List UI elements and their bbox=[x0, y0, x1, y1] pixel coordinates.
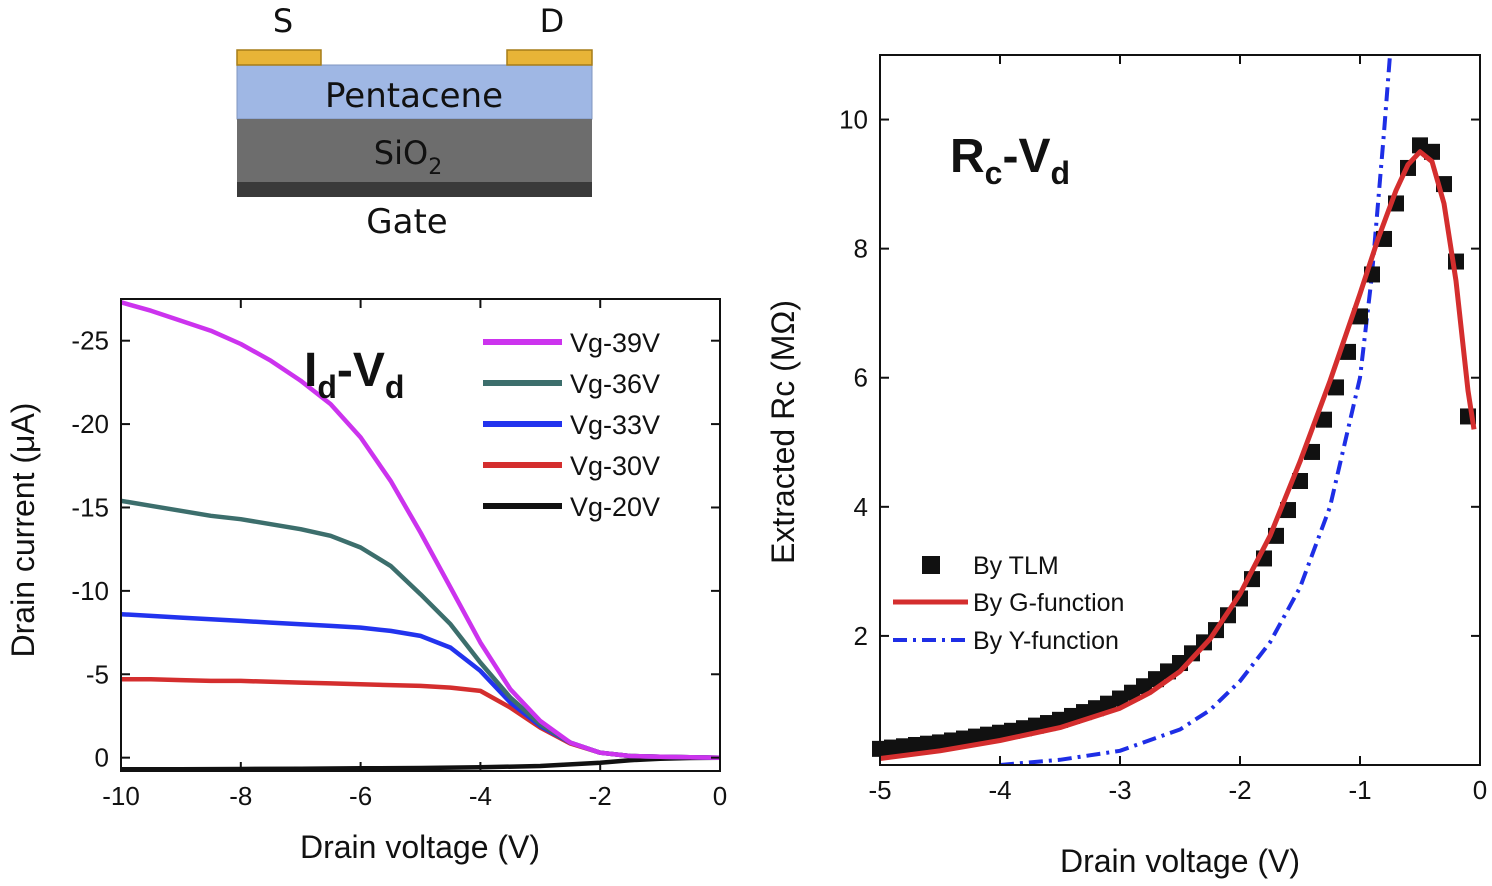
rc-vd-x-tick-label: -4 bbox=[988, 775, 1011, 805]
id-vd-legend-label: Vg-36V bbox=[570, 369, 660, 399]
rc-vd-legend-swatch bbox=[922, 556, 940, 574]
source-label: S bbox=[273, 2, 293, 40]
rc-vd-legend: By TLM By G-function By Y-function bbox=[893, 552, 1124, 655]
id-vd-line-vg-30v bbox=[121, 677, 720, 760]
id-vd-y-axis-label: Drain current (μA) bbox=[5, 403, 41, 658]
id-vd-legend-label: Vg-39V bbox=[570, 328, 660, 358]
rc-vd-legend-label: By TLM bbox=[973, 552, 1059, 580]
pentacene-layer bbox=[236, 64, 593, 120]
id-vd-x-tick-label: -6 bbox=[349, 781, 372, 811]
drain-label: D bbox=[540, 2, 565, 40]
rc-vd-x-tick-label: 0 bbox=[1473, 775, 1487, 805]
id-vd-line-vg-20v bbox=[121, 755, 720, 771]
rc-vd-tlm-marker bbox=[1328, 379, 1344, 396]
id-vd-line-vg-36v bbox=[121, 498, 720, 760]
id-vd-legend: Vg-39V Vg-36V Vg-33V Vg-30V Vg-20V bbox=[483, 328, 660, 522]
rc-vd-chart-title: Rc-Vd bbox=[950, 130, 1070, 191]
rc-vd-y-axis-label: Extracted Rc (MΩ) bbox=[765, 300, 801, 564]
id-vd-y-tick-label: -10 bbox=[71, 576, 109, 606]
rc-vd-axes: -5 -4 -3 -2 -1 0 2 4 6 8 10 bbox=[839, 54, 1487, 805]
gate-layer bbox=[237, 182, 592, 197]
source-contact bbox=[236, 49, 322, 66]
gate-label: Gate bbox=[366, 202, 447, 242]
rc-vd-x-tick-label: -3 bbox=[1108, 775, 1131, 805]
rc-vd-x-tick-label: -2 bbox=[1228, 775, 1251, 805]
id-vd-chart: -10 -8 -6 -4 -2 00-5-10-15-20-25 Drain voltag… bbox=[5, 298, 727, 865]
oxide-label: SiO2 bbox=[374, 134, 442, 180]
id-vd-y-tick-label: -25 bbox=[71, 326, 109, 356]
rc-vd-tlm-marker bbox=[1316, 411, 1332, 428]
rc-vd-tlm-marker bbox=[1304, 443, 1320, 460]
rc-vd-series-group bbox=[872, 55, 1477, 765]
id-vd-y-tick-label: -5 bbox=[86, 659, 109, 689]
drain-contact bbox=[506, 49, 593, 66]
id-vd-y-tick-label: -15 bbox=[71, 492, 109, 522]
id-vd-plot-frame bbox=[120, 298, 721, 772]
id-vd-chart-title: Id-Vd bbox=[304, 344, 404, 405]
rc-vd-plot-frame bbox=[879, 54, 1481, 766]
rc-vd-legend-label: By G-function bbox=[973, 589, 1124, 617]
id-vd-axes: -10 -8 -6 -4 -2 00-5-10-15-20-25 bbox=[71, 298, 727, 811]
id-vd-x-tick-label: -2 bbox=[589, 781, 612, 811]
rc-vd-legend-label: By Y-function bbox=[973, 627, 1119, 655]
id-vd-x-tick-label: 0 bbox=[713, 781, 727, 811]
rc-vd-y-tick-label: 4 bbox=[854, 492, 868, 522]
rc-vd-chart: -5 -4 -3 -2 -1 0 2 4 6 8 10 Drain voltage (V) Extr… bbox=[765, 54, 1487, 879]
rc-vd-y-tick-label: 10 bbox=[839, 105, 868, 135]
rc-vd-y-tick-label: 2 bbox=[854, 621, 868, 651]
id-vd-x-tick-label: -4 bbox=[469, 781, 492, 811]
id-vd-x-tick-label: -8 bbox=[229, 781, 252, 811]
rc-vd-y-tick-label: 8 bbox=[854, 234, 868, 264]
rc-vd-line-g-function bbox=[880, 149, 1477, 761]
rc-vd-y-tick-label: 6 bbox=[854, 363, 868, 393]
id-vd-legend-label: Vg-20V bbox=[570, 492, 660, 522]
id-vd-legend-label: Vg-33V bbox=[570, 410, 660, 440]
id-vd-line-vg-39v bbox=[121, 300, 720, 760]
rc-vd-x-axis-label: Drain voltage (V) bbox=[1060, 843, 1300, 879]
id-vd-x-tick-label: -10 bbox=[102, 781, 140, 811]
id-vd-y-tick-label: 0 bbox=[95, 743, 109, 773]
oxide-layer bbox=[237, 119, 592, 182]
pentacene-label: Pentacene bbox=[325, 76, 503, 116]
id-vd-x-axis-label: Drain voltage (V) bbox=[300, 829, 540, 865]
id-vd-y-tick-label: -20 bbox=[71, 409, 109, 439]
rc-vd-x-tick-label: -5 bbox=[868, 775, 891, 805]
rc-vd-x-tick-label: -1 bbox=[1348, 775, 1371, 805]
device-diagram: S D Pentacene SiO2 Gate bbox=[236, 2, 593, 242]
id-vd-legend-label: Vg-30V bbox=[570, 451, 660, 481]
